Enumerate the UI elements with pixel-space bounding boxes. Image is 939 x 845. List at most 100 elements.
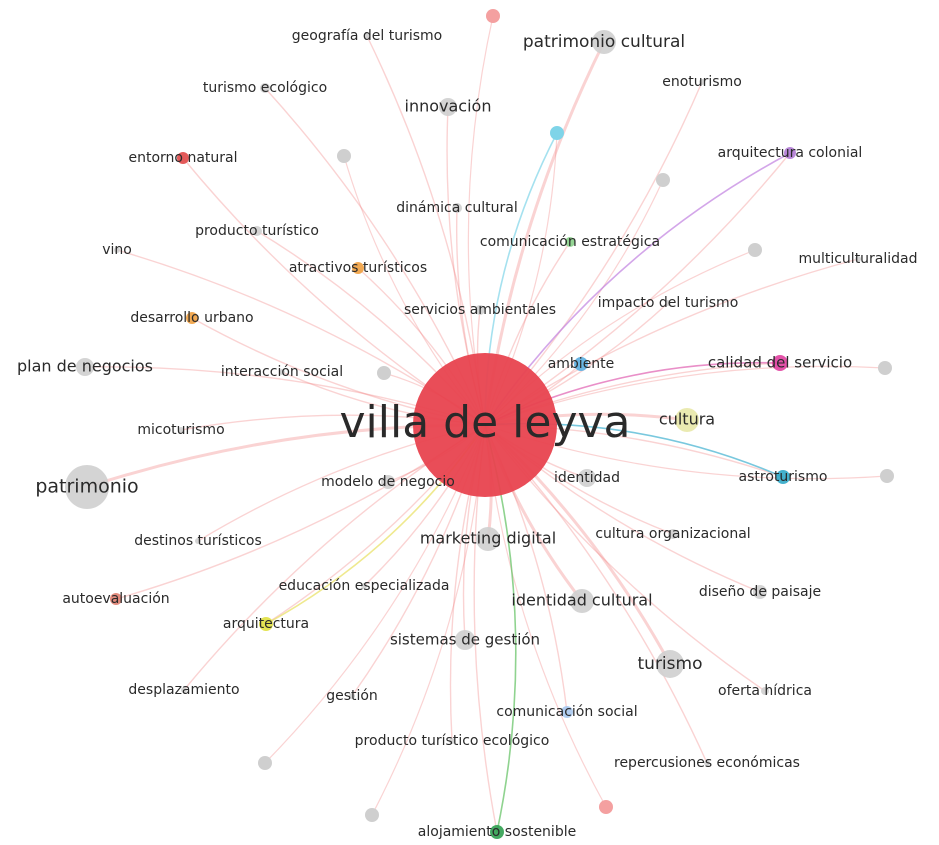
node bbox=[855, 256, 861, 262]
node-label: desarrollo urbano bbox=[130, 310, 253, 326]
node-label: producto turístico bbox=[195, 223, 319, 239]
node-label: modelo de negocio bbox=[321, 474, 455, 490]
node bbox=[486, 9, 500, 23]
node-label: entorno natural bbox=[129, 150, 238, 166]
node bbox=[748, 243, 762, 257]
node-label: astroturismo bbox=[739, 469, 828, 485]
node-label: cultura organizacional bbox=[595, 526, 750, 542]
node bbox=[381, 475, 395, 489]
nodes bbox=[65, 9, 894, 839]
node bbox=[377, 366, 391, 380]
node bbox=[361, 583, 367, 589]
node-label: multiculturalidad bbox=[798, 251, 917, 267]
node bbox=[475, 305, 485, 315]
node-label: gestión bbox=[326, 688, 378, 704]
node bbox=[665, 300, 671, 306]
node bbox=[574, 357, 588, 371]
node bbox=[599, 800, 613, 814]
node-label: desplazamiento bbox=[128, 682, 239, 698]
node-label: ambiente bbox=[548, 356, 615, 372]
node-label: turismo ecológico bbox=[203, 80, 327, 96]
node bbox=[704, 760, 710, 766]
labels: villa de leyva geografía del turismo patri… bbox=[17, 28, 918, 840]
node-label: servicios ambientales bbox=[404, 302, 556, 318]
node bbox=[784, 147, 796, 159]
node-label: diseño de paisaje bbox=[699, 584, 821, 600]
node-label: oferta hídrica bbox=[718, 683, 812, 699]
node-label: destinos turísticos bbox=[134, 533, 262, 549]
node-label: producto turístico ecológico bbox=[355, 733, 550, 749]
node bbox=[252, 226, 262, 236]
node bbox=[565, 237, 575, 247]
node bbox=[349, 693, 355, 699]
node bbox=[880, 469, 894, 483]
node-label: atractivos turísticos bbox=[289, 260, 427, 276]
node-label: alojamiento sostenible bbox=[418, 824, 576, 840]
node bbox=[177, 152, 189, 164]
node-label: innovación bbox=[405, 97, 492, 116]
node-label: interacción social bbox=[221, 364, 343, 380]
node bbox=[178, 427, 184, 433]
node bbox=[337, 149, 351, 163]
node-label: dinámica cultural bbox=[396, 200, 518, 216]
node bbox=[413, 353, 557, 497]
node-label: arquitectura colonial bbox=[718, 145, 863, 161]
node bbox=[439, 98, 457, 116]
node bbox=[878, 361, 892, 375]
node bbox=[258, 756, 272, 770]
node bbox=[195, 538, 201, 544]
node bbox=[561, 706, 573, 718]
node bbox=[592, 30, 616, 54]
node bbox=[656, 650, 684, 678]
node bbox=[114, 247, 120, 253]
node bbox=[76, 358, 94, 376]
node bbox=[675, 408, 699, 432]
node bbox=[65, 465, 109, 509]
node bbox=[365, 808, 379, 822]
node bbox=[753, 585, 767, 599]
node-label: micoturismo bbox=[137, 422, 224, 438]
node bbox=[352, 262, 364, 274]
node-label: plan de negocios bbox=[17, 357, 153, 376]
node bbox=[668, 529, 678, 539]
node-label: sistemas de gestión bbox=[390, 631, 540, 649]
node-label: patrimonio cultural bbox=[523, 32, 685, 52]
node bbox=[186, 312, 198, 324]
node-label: identidad bbox=[554, 470, 620, 486]
node bbox=[761, 687, 769, 695]
node bbox=[452, 203, 462, 213]
node-label: marketing digital bbox=[420, 529, 556, 548]
node bbox=[279, 369, 285, 375]
node-label: calidad del servicio bbox=[708, 354, 852, 372]
node-label: vino bbox=[102, 242, 132, 258]
node-label: patrimonio bbox=[35, 476, 138, 498]
node bbox=[259, 617, 273, 631]
node bbox=[772, 355, 788, 371]
node bbox=[449, 738, 455, 744]
node-label: arquitectura bbox=[223, 616, 309, 632]
node bbox=[699, 79, 705, 85]
node-label: autoevaluación bbox=[62, 591, 169, 607]
node bbox=[570, 589, 594, 613]
node bbox=[656, 173, 670, 187]
node-label: comunicación estratégica bbox=[480, 234, 660, 250]
node-label: villa de leyva bbox=[340, 397, 631, 448]
node-label: repercusiones económicas bbox=[614, 755, 800, 771]
node bbox=[578, 469, 596, 487]
node-label: educación especializada bbox=[279, 578, 450, 594]
node-label: enoturismo bbox=[662, 74, 742, 90]
node bbox=[776, 470, 790, 484]
node bbox=[550, 126, 564, 140]
node bbox=[181, 687, 187, 693]
node bbox=[110, 593, 122, 605]
node-label: comunicación social bbox=[496, 704, 637, 720]
node-label: geografía del turismo bbox=[292, 28, 442, 44]
node bbox=[364, 33, 370, 39]
node-label: identidad cultural bbox=[511, 591, 652, 610]
node-label: impacto del turismo bbox=[598, 295, 739, 311]
node-label: cultura bbox=[659, 410, 715, 429]
node bbox=[476, 527, 500, 551]
node bbox=[260, 83, 270, 93]
node-label: turismo bbox=[638, 654, 703, 674]
